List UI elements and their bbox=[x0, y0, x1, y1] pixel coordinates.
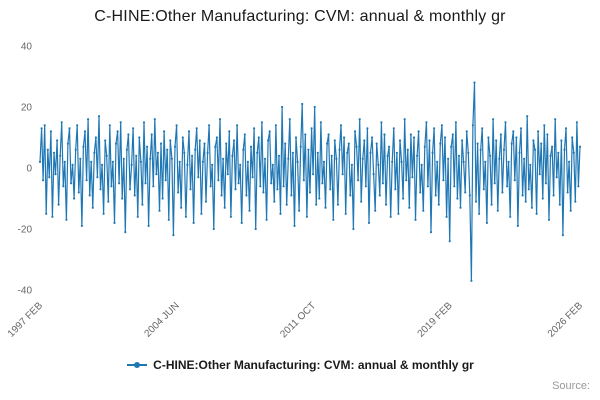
legend-line-marker-icon bbox=[127, 362, 148, 368]
y-axis-tick-label: 0 bbox=[26, 164, 32, 175]
legend: C-HINE:Other Manufacturing: CVM: annual … bbox=[0, 358, 600, 372]
y-axis-tick-label: -40 bbox=[18, 286, 33, 297]
y-axis: -40 -20 0 20 40 bbox=[18, 42, 33, 297]
chart-title: C-HINE:Other Manufacturing: CVM: annual … bbox=[94, 8, 506, 25]
source-label: Source: bbox=[552, 380, 590, 392]
legend-label: C-HINE:Other Manufacturing: CVM: annual … bbox=[153, 358, 474, 372]
series-line[interactable] bbox=[39, 82, 581, 281]
x-axis-tick-label: 2011 OCT bbox=[278, 300, 318, 340]
legend-item[interactable]: C-HINE:Other Manufacturing: CVM: annual … bbox=[126, 358, 474, 372]
y-axis-tick-label: -20 bbox=[18, 225, 33, 236]
x-axis-tick-label: 1997 FEB bbox=[6, 300, 45, 339]
y-axis-tick-label: 40 bbox=[21, 42, 33, 53]
x-axis-tick-label: 2004 JUN bbox=[142, 300, 181, 339]
x-axis-tick-label: 2026 FEB bbox=[546, 300, 585, 339]
x-axis: 1997 FEB 2004 JUN 2011 OCT 2019 FEB 2026 FEB bbox=[6, 300, 585, 340]
line-chart[interactable]: -40 -20 0 20 40 1997 FEB 2004 JUN 2011 OCT 2019… bbox=[0, 34, 600, 350]
x-axis-tick-label: 2019 FEB bbox=[416, 300, 455, 339]
y-axis-tick-label: 20 bbox=[21, 103, 33, 114]
